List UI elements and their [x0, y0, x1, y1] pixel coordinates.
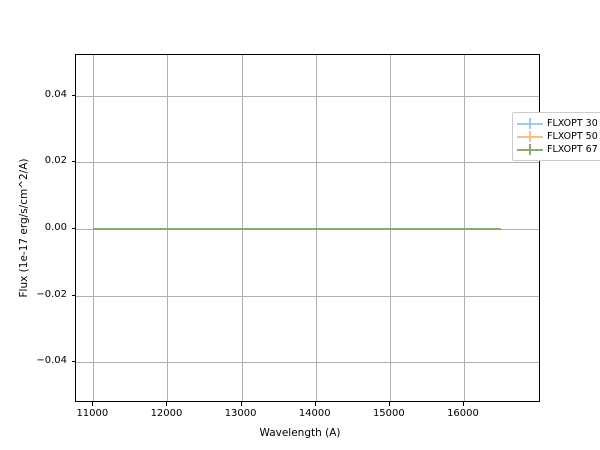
- gridline-horizontal: [76, 296, 539, 297]
- y-tick-label: 0.02: [44, 155, 67, 167]
- y-tick-mark: [71, 295, 75, 296]
- y-tick-label: −0.02: [36, 288, 67, 300]
- y-tick-mark: [71, 228, 75, 229]
- legend-label: FLXOPT 67: [547, 144, 598, 155]
- x-tick-mark: [389, 402, 390, 406]
- y-tick-label: 0.00: [44, 222, 67, 233]
- x-tick-label: 13000: [224, 408, 257, 419]
- x-tick-mark: [92, 402, 93, 406]
- y-axis-label: Flux (1e-17 erg/s/cm^2/A): [18, 158, 30, 298]
- x-tick-label: 16000: [447, 408, 479, 419]
- gridline-horizontal: [76, 362, 539, 363]
- gridline-horizontal: [76, 162, 539, 163]
- legend-marker-flxopt-30: [517, 117, 543, 130]
- y-tick-mark: [71, 361, 75, 362]
- x-tick-mark: [166, 402, 167, 406]
- legend-item[interactable]: FLXOPT 30: [517, 117, 600, 130]
- y-tick-mark: [71, 95, 75, 96]
- x-tick-mark: [463, 402, 464, 406]
- y-tick-mark: [71, 161, 75, 162]
- y-tick-label: 0.04: [44, 88, 67, 100]
- gridline-horizontal: [76, 96, 539, 97]
- x-tick-label: 15000: [372, 408, 405, 419]
- legend-item[interactable]: FLXOPT 67: [517, 143, 600, 156]
- x-tick-mark: [315, 402, 316, 406]
- x-axis-label: Wavelength (A): [259, 427, 341, 439]
- legend-label: FLXOPT 50: [547, 131, 598, 142]
- legend-marker-flxopt-50: [517, 130, 543, 143]
- plot-axes: FLXOPT 30 FLXOPT 50 FLXOPT 67: [75, 54, 600, 402]
- x-tick-label: 11000: [76, 408, 109, 419]
- chart-legend: FLXOPT 30 FLXOPT 50 FLXOPT 67: [512, 112, 600, 161]
- legend-item[interactable]: FLXOPT 50: [517, 130, 600, 143]
- x-tick-label: 12000: [150, 408, 183, 419]
- legend-label: FLXOPT 30: [547, 118, 598, 129]
- plot-area: [76, 55, 539, 401]
- x-tick-label: 14000: [298, 408, 331, 419]
- data-series-line: [93, 227, 502, 231]
- legend-marker-flxopt-67: [517, 143, 543, 156]
- x-tick-mark: [241, 402, 242, 406]
- y-tick-label: −0.04: [36, 355, 67, 366]
